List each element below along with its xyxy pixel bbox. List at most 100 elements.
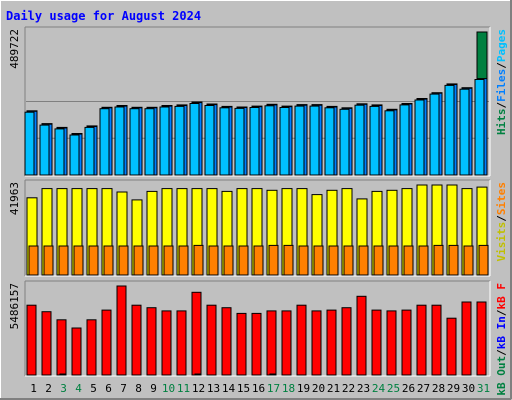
- legend-entry: /: [495, 215, 508, 222]
- bar-kb-f: [146, 307, 157, 376]
- bar-sites: [433, 244, 444, 276]
- bar-pages: [279, 107, 290, 176]
- x-tick-label: 21: [327, 382, 340, 395]
- legend-entry: kB F: [495, 283, 508, 310]
- bar-kb-f: [176, 310, 187, 376]
- bar-sites: [28, 245, 39, 276]
- legend-entry: /: [495, 62, 508, 69]
- bar-sites: [58, 245, 69, 276]
- bar-sites: [268, 244, 279, 276]
- legend-entry: Sites: [495, 182, 508, 215]
- x-tick-label: 6: [105, 382, 112, 395]
- x-tick-label: 27: [417, 382, 430, 395]
- bar-kb-f: [266, 310, 277, 376]
- x-tick-label: 18: [282, 382, 295, 395]
- bar-pages: [324, 107, 335, 176]
- legend-entry: kB Out: [495, 356, 508, 396]
- bar-pages: [474, 79, 485, 176]
- bar-kb-f: [206, 304, 217, 376]
- bar-sites: [478, 244, 489, 276]
- bar-kb-f: [341, 307, 352, 376]
- bar-pages: [459, 88, 470, 176]
- bar-pages: [249, 107, 260, 176]
- bar-sites: [118, 245, 129, 276]
- x-tick-label: 17: [267, 382, 280, 395]
- x-tick-label: 25: [387, 382, 400, 395]
- x-tick-label: 3: [60, 382, 67, 395]
- bar-pages: [159, 106, 170, 176]
- legend-entry: /: [495, 309, 508, 316]
- bar-kb-f: [251, 312, 262, 376]
- bar-pages: [174, 105, 185, 176]
- bar-pages: [189, 103, 200, 176]
- bar-kb-f: [221, 307, 232, 376]
- bar-kb-f: [41, 311, 52, 376]
- bar-kb-f: [431, 304, 442, 376]
- x-tick-label: 7: [120, 382, 127, 395]
- bar-pages: [384, 110, 395, 176]
- bar-pages: [114, 106, 125, 176]
- chart-title: Daily usage for August 2024: [6, 9, 201, 23]
- bar-pages: [294, 105, 305, 176]
- x-tick-label: 24: [372, 382, 386, 395]
- bar-sites: [43, 245, 54, 276]
- bar-kb-f: [461, 301, 472, 376]
- bar-kb-f: [236, 312, 247, 376]
- bar-sites: [313, 245, 324, 276]
- bar-pages: [399, 104, 410, 176]
- bar-sites: [403, 245, 414, 276]
- bar-kb-f: [71, 327, 82, 376]
- bar-sites: [103, 245, 114, 276]
- bar-sites: [238, 245, 249, 276]
- bar-pages: [429, 93, 440, 176]
- visits-panel: 41963 Visits/Sites: [8, 179, 508, 277]
- bar-pages: [414, 99, 425, 176]
- bar-sites: [148, 245, 159, 276]
- bar-sites: [208, 245, 219, 276]
- bar-pages: [369, 105, 380, 176]
- bar-pages: [24, 111, 35, 176]
- bar-kb-f: [446, 317, 457, 376]
- legend-entry: Visits: [495, 222, 508, 262]
- x-tick-label: 10: [162, 382, 175, 395]
- bar-sites: [283, 244, 294, 276]
- x-tick-label: 11: [177, 382, 190, 395]
- x-tick-label: 20: [312, 382, 325, 395]
- x-tick-label: 12: [192, 382, 205, 395]
- bar-pages: [219, 107, 230, 176]
- legend-entry: Pages: [495, 29, 508, 62]
- y-max-label: 5486157: [8, 283, 21, 329]
- bar-pages: [309, 105, 320, 176]
- bar-kb-f: [86, 319, 97, 376]
- bar-kb-f: [311, 310, 322, 376]
- x-tick-label: 22: [342, 382, 355, 395]
- bar-kb-f: [26, 304, 37, 376]
- bar-sites: [358, 245, 369, 276]
- bar-pages: [234, 107, 245, 176]
- x-tick-label: 19: [297, 382, 310, 395]
- bar-sites: [88, 245, 99, 276]
- x-axis-labels: 1 2 3 4 5 6 7 8 9 10 11 12 13 14 15 16 17 18 19 20 21 22 23 24 2…: [30, 382, 490, 395]
- bar-kb-f: [371, 309, 382, 376]
- bar-pages: [354, 104, 365, 176]
- bar-sites: [178, 245, 189, 276]
- panels: 489722Hits/Files/Pages41963Visits/Sites5…: [8, 26, 508, 396]
- bar-sites: [73, 245, 84, 276]
- x-tick-label: 9: [150, 382, 157, 395]
- x-tick-label: 4: [75, 382, 82, 395]
- bar-kb-f: [356, 295, 367, 376]
- bar-pages: [99, 108, 110, 176]
- bar-sites: [463, 245, 474, 276]
- x-tick-label: 15: [237, 382, 250, 395]
- bar-kb-f: [161, 310, 172, 376]
- bar-kb-f: [116, 285, 127, 376]
- bar-pages: [264, 105, 275, 176]
- bar-sites: [448, 244, 459, 276]
- bar-kb-f: [416, 304, 427, 376]
- x-tick-label: 1: [30, 382, 37, 395]
- legend-entry: kB In: [495, 316, 508, 349]
- legend: Hits/Files/Pages: [495, 29, 508, 135]
- bar-sites: [133, 245, 144, 276]
